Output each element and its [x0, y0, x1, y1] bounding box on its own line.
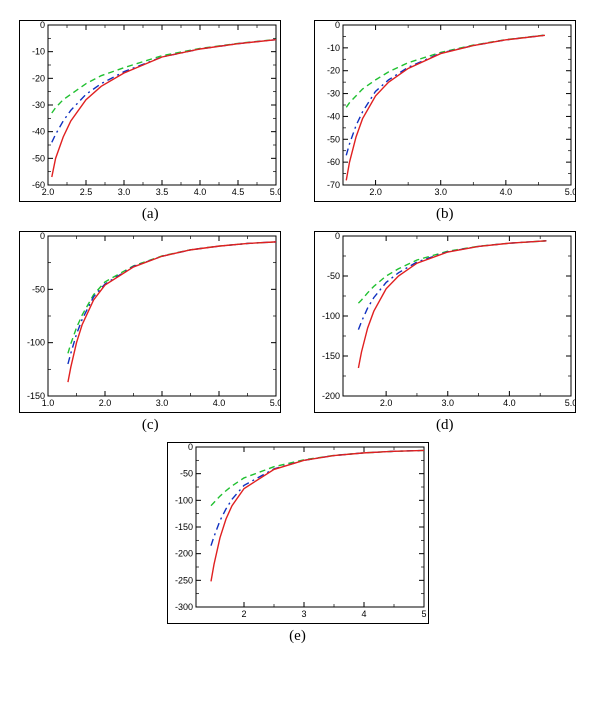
svg-text:2.0: 2.0: [369, 187, 382, 197]
chart-d: 2.0 3.0 4.0 5.0 -200 -150 -100 -50 0: [314, 231, 576, 413]
svg-text:4.0: 4.0: [503, 398, 516, 408]
chart-c: 1.02.03.04.05.0-150-100-500: [19, 231, 281, 413]
svg-text:-20: -20: [327, 66, 340, 76]
svg-text:-100: -100: [27, 338, 45, 348]
svg-text:3.0: 3.0: [434, 187, 447, 197]
svg-text:0: 0: [187, 442, 192, 452]
svg-text:-50: -50: [327, 271, 340, 281]
svg-text:-150: -150: [27, 391, 45, 401]
svg-text:5.0: 5.0: [564, 187, 575, 197]
svg-text:-20: -20: [32, 73, 45, 83]
svg-text:-150: -150: [322, 351, 340, 361]
svg-text:-150: -150: [174, 522, 192, 532]
svg-text:-100: -100: [322, 311, 340, 321]
svg-text:3.0: 3.0: [441, 398, 454, 408]
svg-text:-50: -50: [179, 469, 192, 479]
caption-b: (b): [436, 206, 454, 223]
svg-text:-10: -10: [32, 47, 45, 57]
svg-text:4: 4: [361, 609, 366, 619]
svg-text:5.0: 5.0: [270, 398, 281, 408]
chart-cell-a: 2.02.53.03.54.04.55.0-60-50-40-30-20-100…: [19, 20, 281, 223]
svg-text:4.0: 4.0: [194, 187, 207, 197]
chart-cell-e: 2 3 4 5 -300 -250 -200 -150 -100 -50 0 (e): [167, 442, 429, 645]
svg-text:-250: -250: [174, 575, 192, 585]
svg-text:2.0: 2.0: [99, 398, 112, 408]
chart-grid: 2.02.53.03.54.04.55.0-60-50-40-30-20-100…: [10, 20, 585, 645]
svg-text:-40: -40: [327, 111, 340, 121]
svg-text:3.0: 3.0: [118, 187, 131, 197]
chart-cell-c: 1.02.03.04.05.0-150-100-500 (c): [19, 231, 281, 434]
svg-text:-60: -60: [32, 180, 45, 190]
chart-cell-b: 2.0 3.0 4.0 5.0 -70 -60 -50 -40 -30 -20 -10 0 (b): [314, 20, 576, 223]
svg-text:-200: -200: [174, 549, 192, 559]
svg-text:-50: -50: [327, 134, 340, 144]
chart-cell-d: 2.0 3.0 4.0 5.0 -200 -150 -100 -50 0 (d): [314, 231, 576, 434]
svg-text:-10: -10: [327, 43, 340, 53]
svg-text:5.0: 5.0: [564, 398, 575, 408]
svg-text:4.0: 4.0: [499, 187, 512, 197]
caption-c: (c): [142, 417, 159, 434]
svg-text:-30: -30: [327, 89, 340, 99]
svg-text:-50: -50: [32, 153, 45, 163]
svg-text:-200: -200: [322, 391, 340, 401]
svg-text:-300: -300: [174, 602, 192, 612]
svg-text:0: 0: [335, 231, 340, 241]
svg-text:-60: -60: [327, 157, 340, 167]
svg-text:0: 0: [335, 20, 340, 30]
svg-text:4.5: 4.5: [232, 187, 245, 197]
chart-b: 2.0 3.0 4.0 5.0 -70 -60 -50 -40 -30 -20 -10 0: [314, 20, 576, 202]
svg-text:0: 0: [40, 231, 45, 241]
svg-text:-40: -40: [32, 127, 45, 137]
svg-text:3: 3: [301, 609, 306, 619]
caption-d: (d): [436, 417, 454, 434]
svg-text:3.5: 3.5: [156, 187, 169, 197]
svg-text:-70: -70: [327, 180, 340, 190]
caption-a: (a): [142, 206, 159, 223]
svg-text:5.0: 5.0: [270, 187, 281, 197]
svg-text:2: 2: [241, 609, 246, 619]
svg-text:2.5: 2.5: [80, 187, 93, 197]
svg-text:-100: -100: [174, 495, 192, 505]
svg-text:4.0: 4.0: [213, 398, 226, 408]
svg-text:5: 5: [421, 609, 426, 619]
svg-text:0: 0: [40, 20, 45, 30]
svg-text:3.0: 3.0: [156, 398, 169, 408]
svg-text:2.0: 2.0: [380, 398, 393, 408]
svg-text:-30: -30: [32, 100, 45, 110]
svg-text:-50: -50: [32, 284, 45, 294]
caption-e: (e): [289, 628, 306, 645]
chart-e: 2 3 4 5 -300 -250 -200 -150 -100 -50 0: [167, 442, 429, 624]
chart-a: 2.02.53.03.54.04.55.0-60-50-40-30-20-100: [19, 20, 281, 202]
